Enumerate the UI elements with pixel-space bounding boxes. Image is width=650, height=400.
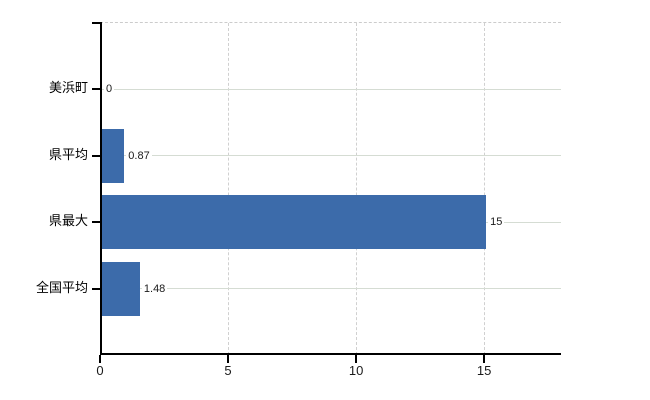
x-axis-tick (227, 355, 230, 363)
x-axis-tick (99, 355, 101, 363)
y-axis-tick (92, 287, 100, 290)
bar-value-label: 0 (104, 81, 115, 98)
bar-value-label: 1.48 (141, 280, 168, 297)
x-axis-tick (355, 355, 358, 363)
y-axis-top-tick (92, 22, 100, 24)
horizontal-gridline (100, 288, 561, 290)
vertical-gridline (228, 23, 230, 355)
x-tick-label: 0 (96, 363, 104, 378)
bar-value-label: 15 (488, 214, 505, 231)
bar (102, 195, 487, 250)
x-tick-label: 15 (476, 363, 492, 378)
category-label: 県平均 (48, 146, 88, 162)
plot-area: 0 0.87 15 1.48 (92, 22, 561, 363)
category-label: 全国平均 (35, 279, 88, 295)
vertical-gridline (484, 23, 486, 355)
category-label: 美浜町 (48, 80, 88, 96)
x-axis-line (100, 353, 561, 355)
y-axis-line (100, 22, 102, 355)
horizontal-gridline (100, 155, 561, 157)
bar (102, 261, 140, 316)
category-label: 県最大 (48, 213, 88, 229)
bar-value-label: 0.87 (126, 147, 152, 164)
y-axis-tick (92, 154, 100, 157)
bar (102, 128, 125, 183)
x-tick-label: 5 (224, 363, 232, 378)
x-tick-label: 10 (348, 363, 364, 378)
y-axis-tick (92, 221, 100, 224)
vertical-gridline (356, 23, 358, 355)
x-axis-tick (483, 355, 486, 363)
y-axis-tick (92, 88, 100, 91)
horizontal-gridline (100, 88, 561, 90)
